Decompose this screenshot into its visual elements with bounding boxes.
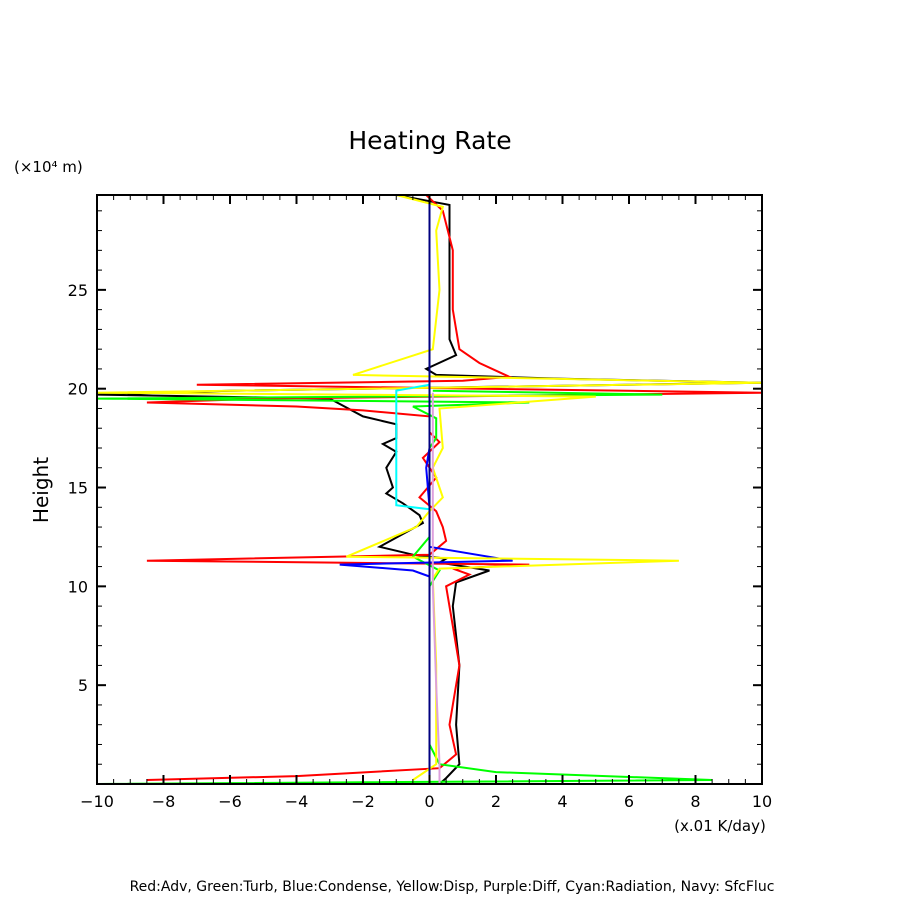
series-line-5 (431, 392, 441, 784)
series-line-0 (96, 194, 763, 785)
series-line-4 (96, 194, 763, 781)
x-tick-label: 4 (557, 792, 567, 811)
series-line-6 (395, 383, 430, 511)
y-tick-label: 25 (68, 281, 88, 300)
series-line-2 (96, 389, 713, 785)
y-axis-unit: (×10⁴ m) (14, 158, 83, 176)
x-tick-label: −6 (218, 792, 242, 811)
x-tick-label: 6 (624, 792, 634, 811)
legend-text: Red:Adv, Green:Turb, Blue:Condense, Yell… (130, 879, 775, 895)
x-tick-label: −2 (351, 792, 375, 811)
x-axis-label: (x.01 K/day) (674, 817, 766, 835)
series-line-7 (428, 195, 762, 785)
x-tick-label: 10 (752, 792, 772, 811)
y-tick-label: 15 (68, 479, 88, 498)
axes-layer: −10 −8 −6 −4 −2 0 2 4 6 8 10 5 10 15 20 25 (68, 194, 772, 811)
x-tick-label: −10 (80, 792, 114, 811)
y-tick-label: 20 (68, 380, 88, 399)
x-tick-label: 8 (690, 792, 700, 811)
y-axis-label: Height (29, 457, 53, 523)
series-line-3 (339, 420, 513, 578)
x-tick-label: −8 (152, 792, 176, 811)
chart-title: Heating Rate (348, 126, 511, 155)
x-tick-label: 2 (491, 792, 501, 811)
y-tick-label: 5 (78, 676, 88, 695)
x-tick-label: −4 (285, 792, 309, 811)
series-line-1 (146, 194, 763, 781)
y-tick-label: 10 (68, 577, 88, 596)
series-layer (96, 194, 763, 785)
x-tick-label: 0 (424, 792, 434, 811)
